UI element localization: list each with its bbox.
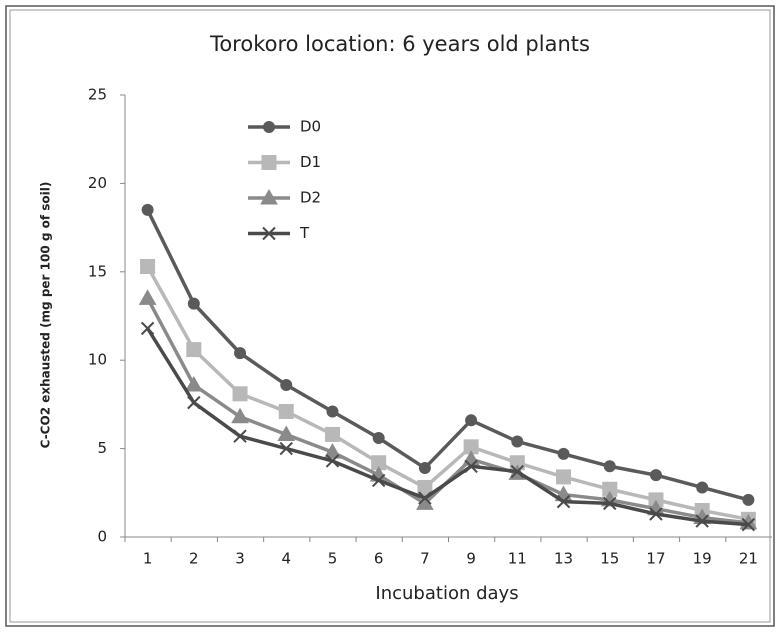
data-point <box>325 454 340 468</box>
x-axis-label: Incubation days <box>375 583 518 604</box>
data-point <box>233 429 247 443</box>
data-point <box>649 507 663 521</box>
x-tick-label: 13 <box>554 550 573 568</box>
y-tick-label: 0 <box>97 528 107 546</box>
x-tick-label: 15 <box>600 550 619 568</box>
data-point <box>278 403 294 419</box>
legend-label: D2 <box>300 189 321 207</box>
data-point <box>234 347 247 360</box>
y-axis-label: C-CO2 exhausted (mg per 100 g of soil) <box>39 182 53 449</box>
data-point <box>186 342 202 358</box>
x-tick-label: 5 <box>328 550 338 568</box>
series-line <box>146 327 749 527</box>
x-tick-label: 4 <box>281 550 291 568</box>
data-point <box>140 258 156 274</box>
data-point <box>603 460 616 473</box>
data-point <box>187 297 200 310</box>
data-point <box>556 469 572 485</box>
x-tick-label: 3 <box>235 550 245 568</box>
data-point <box>742 493 755 506</box>
data-point <box>371 473 386 488</box>
data-point <box>510 464 525 479</box>
data-point <box>323 443 342 459</box>
x-tick-label: 9 <box>466 550 476 568</box>
legend-label: D0 <box>300 118 321 136</box>
y-tick-label: 10 <box>88 351 107 369</box>
data-point <box>696 481 709 494</box>
legend-label: D1 <box>300 153 321 171</box>
y-tick-label: 25 <box>88 86 107 104</box>
data-point <box>649 469 662 482</box>
data-point <box>511 435 524 448</box>
x-tick-label: 6 <box>374 550 384 568</box>
x-tick-label: 21 <box>739 550 758 568</box>
y-tick-label: 5 <box>97 439 107 457</box>
x-tick-label: 1 <box>143 550 153 568</box>
legend-label: T <box>299 224 310 242</box>
data-point <box>603 496 617 511</box>
x-tick-label: 19 <box>693 550 712 568</box>
data-point <box>695 514 709 528</box>
data-point <box>187 395 201 410</box>
y-tick-label: 20 <box>88 174 107 192</box>
data-point <box>557 447 570 460</box>
y-tick-label: 15 <box>88 262 107 280</box>
data-point <box>464 459 478 473</box>
data-point <box>280 378 293 391</box>
chart-frame <box>5 5 775 627</box>
data-point <box>141 203 154 216</box>
chart-inner-frame <box>9 9 771 623</box>
data-point <box>372 431 385 444</box>
x-tick-label: 2 <box>189 550 199 568</box>
data-point <box>279 441 293 456</box>
data-point <box>232 386 248 402</box>
legend-marker <box>260 188 278 205</box>
legend-marker <box>262 226 276 241</box>
series-line <box>146 209 749 502</box>
legend-marker <box>261 155 277 170</box>
data-point <box>138 289 157 305</box>
data-point <box>741 517 756 532</box>
x-tick-label: 11 <box>508 550 527 568</box>
x-tick-label: 7 <box>420 550 430 568</box>
data-point <box>418 491 432 505</box>
series-line <box>146 265 749 522</box>
legend-marker <box>263 121 275 133</box>
data-point <box>184 375 203 392</box>
data-point <box>418 462 431 475</box>
data-point <box>140 321 155 336</box>
x-tick-label: 17 <box>646 550 665 568</box>
data-point <box>277 425 296 441</box>
data-point <box>231 407 249 424</box>
data-point <box>465 414 478 427</box>
data-point <box>324 426 340 442</box>
data-point <box>556 494 571 509</box>
chart-title: Torokoro location: 6 years old plants <box>209 32 590 56</box>
data-point <box>326 405 339 418</box>
